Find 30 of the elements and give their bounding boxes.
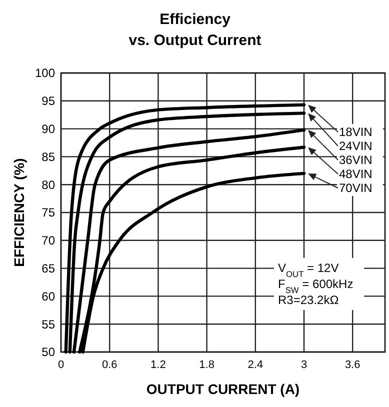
annotation: R3=23.2kΩ	[278, 293, 339, 307]
x-tick-label: 0	[58, 359, 64, 371]
y-tick-label: 70	[42, 234, 56, 248]
y-tick-label: 50	[42, 345, 56, 360]
text: 24VIN	[339, 139, 372, 154]
x-tick-label: 0.6	[102, 359, 118, 371]
text: 70VIN	[339, 181, 372, 196]
x-tick-label: 3.6	[344, 359, 360, 371]
annotation: F$_{SW}$ = 600kHz	[278, 277, 354, 295]
chart-subtitle: vs. Output Current	[128, 32, 262, 49]
y-tick-label: 60	[42, 289, 56, 304]
y-axis-title: EFFICIENCY (%)	[11, 158, 27, 267]
y-tick-label: 90	[42, 122, 56, 136]
y-tick-label: 100	[34, 66, 56, 80]
text: 36VIN	[339, 153, 372, 168]
y-tick-label: 65	[42, 262, 56, 276]
annotation: V$_{OUT}$ = 12V	[278, 261, 339, 279]
y-tick-label: 55	[42, 317, 56, 332]
text: 18VIN	[339, 125, 372, 140]
x-axis-title: OUTPUT CURRENT (A)	[146, 381, 300, 397]
y-tick-label: 75	[42, 206, 56, 220]
x-tick-label: 1.2	[150, 359, 166, 371]
x-tick-label: 2.4	[248, 359, 264, 371]
chart-title: Efficiency	[160, 11, 232, 28]
x-tick-label: 1.8	[199, 359, 214, 371]
x-tick-label: 3	[300, 359, 308, 371]
y-tick-label: 95	[42, 94, 56, 108]
text: 48VIN	[339, 167, 372, 182]
y-tick-label: 85	[42, 150, 56, 164]
y-tick-label: 80	[42, 178, 56, 192]
